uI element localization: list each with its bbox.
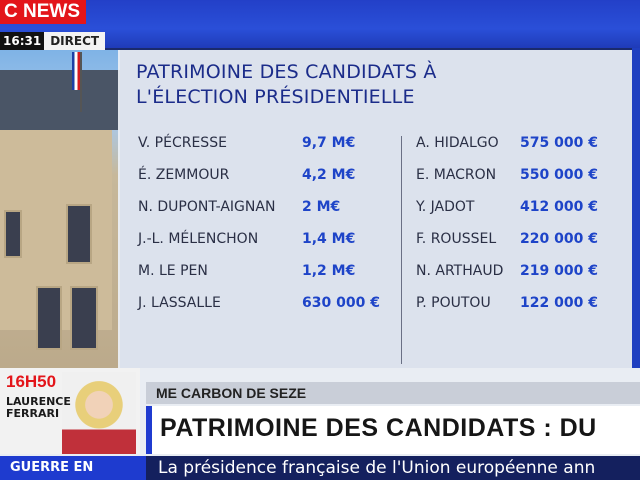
candidate-value: 575 000 € — [520, 135, 598, 151]
candidate-row: Y. JADOT 412 000 € — [408, 195, 628, 219]
candidate-row: N. DUPONT-AIGNAN 2 M€ — [118, 195, 398, 219]
candidate-name: N. ARTHAUD — [416, 263, 504, 279]
candidate-name: A. HIDALGO — [416, 135, 499, 151]
host-first-name: LAURENCE — [6, 395, 71, 408]
top-bar — [0, 0, 640, 48]
palace-roof — [0, 70, 120, 130]
host-last-name: FERRARI — [6, 407, 60, 420]
panel-title-line1: PATRIMOINE DES CANDIDATS À — [136, 61, 437, 83]
candidate-row: E. MACRON 550 000 € — [408, 163, 628, 187]
subheading: ME CARBON DE SEZE — [146, 382, 640, 404]
host-portrait — [62, 372, 136, 454]
candidate-row: P. POUTOU 122 000 € — [408, 291, 628, 315]
headline-bar: PATRIMOINE DES CANDIDATS : DU — [146, 406, 640, 454]
ticker-text: La présidence française de l'Union europ… — [158, 458, 596, 478]
candidate-name: P. POUTOU — [416, 295, 491, 311]
french-flag-icon — [72, 52, 80, 90]
channel-logo: C NEWS — [0, 0, 86, 24]
candidate-value: 412 000 € — [520, 199, 598, 215]
candidate-value: 630 000 € — [302, 295, 380, 311]
candidate-row: V. PÉCRESSE 9,7 M€ — [118, 131, 398, 155]
candidate-name: J. LASSALLE — [138, 295, 221, 311]
candidate-name: N. DUPONT-AIGNAN — [138, 199, 276, 215]
candidate-row: J.-L. MÉLENCHON 1,4 M€ — [118, 227, 398, 251]
candidate-name: Y. JADOT — [416, 199, 475, 215]
show-time: 16H50 — [6, 372, 57, 391]
time-bar: 16:31 DIRECT — [0, 32, 106, 50]
candidate-value: 4,2 M€ — [302, 167, 356, 183]
live-badge: DIRECT — [44, 32, 106, 50]
palace-window — [36, 286, 62, 350]
candidate-name: V. PÉCRESSE — [138, 135, 227, 151]
candidate-row: F. ROUSSEL 220 000 € — [408, 227, 628, 251]
candidate-name: E. MACRON — [416, 167, 497, 183]
candidate-value: 122 000 € — [520, 295, 598, 311]
candidate-name: M. LE PEN — [138, 263, 208, 279]
candidate-name: F. ROUSSEL — [416, 231, 497, 247]
candidate-name: É. ZEMMOUR — [138, 167, 230, 183]
clock: 16:31 — [0, 32, 45, 50]
panel-title: PATRIMOINE DES CANDIDATS À L'ÉLECTION PR… — [136, 60, 616, 110]
palace-window — [4, 210, 22, 258]
candidate-row: N. ARTHAUD 219 000 € — [408, 259, 628, 283]
candidate-name: J.-L. MÉLENCHON — [138, 231, 259, 247]
candidate-row: A. HIDALGO 575 000 € — [408, 131, 628, 155]
candidate-row: É. ZEMMOUR 4,2 M€ — [118, 163, 398, 187]
flag-pole — [80, 52, 82, 112]
palace-window — [66, 204, 92, 264]
headline-text: PATRIMOINE DES CANDIDATS : DU — [160, 414, 597, 442]
panel-title-line2: L'ÉLECTION PRÉSIDENTIELLE — [136, 86, 415, 108]
candidate-row: M. LE PEN 1,2 M€ — [118, 259, 398, 283]
candidate-value: 220 000 € — [520, 231, 598, 247]
palace-window — [70, 286, 98, 350]
candidate-value: 1,4 M€ — [302, 231, 356, 247]
assets-panel: PATRIMOINE DES CANDIDATS À L'ÉLECTION PR… — [118, 50, 632, 380]
candidate-value: 219 000 € — [520, 263, 598, 279]
candidate-row: J. LASSALLE 630 000 € — [118, 291, 398, 315]
panel-edge — [632, 48, 640, 380]
candidate-value: 9,7 M€ — [302, 135, 356, 151]
column-divider — [401, 136, 402, 364]
candidate-value: 1,2 M€ — [302, 263, 356, 279]
candidate-value: 2 M€ — [302, 199, 341, 215]
candidate-value: 550 000 € — [520, 167, 598, 183]
ticker-label: GUERRE EN — [0, 456, 146, 480]
